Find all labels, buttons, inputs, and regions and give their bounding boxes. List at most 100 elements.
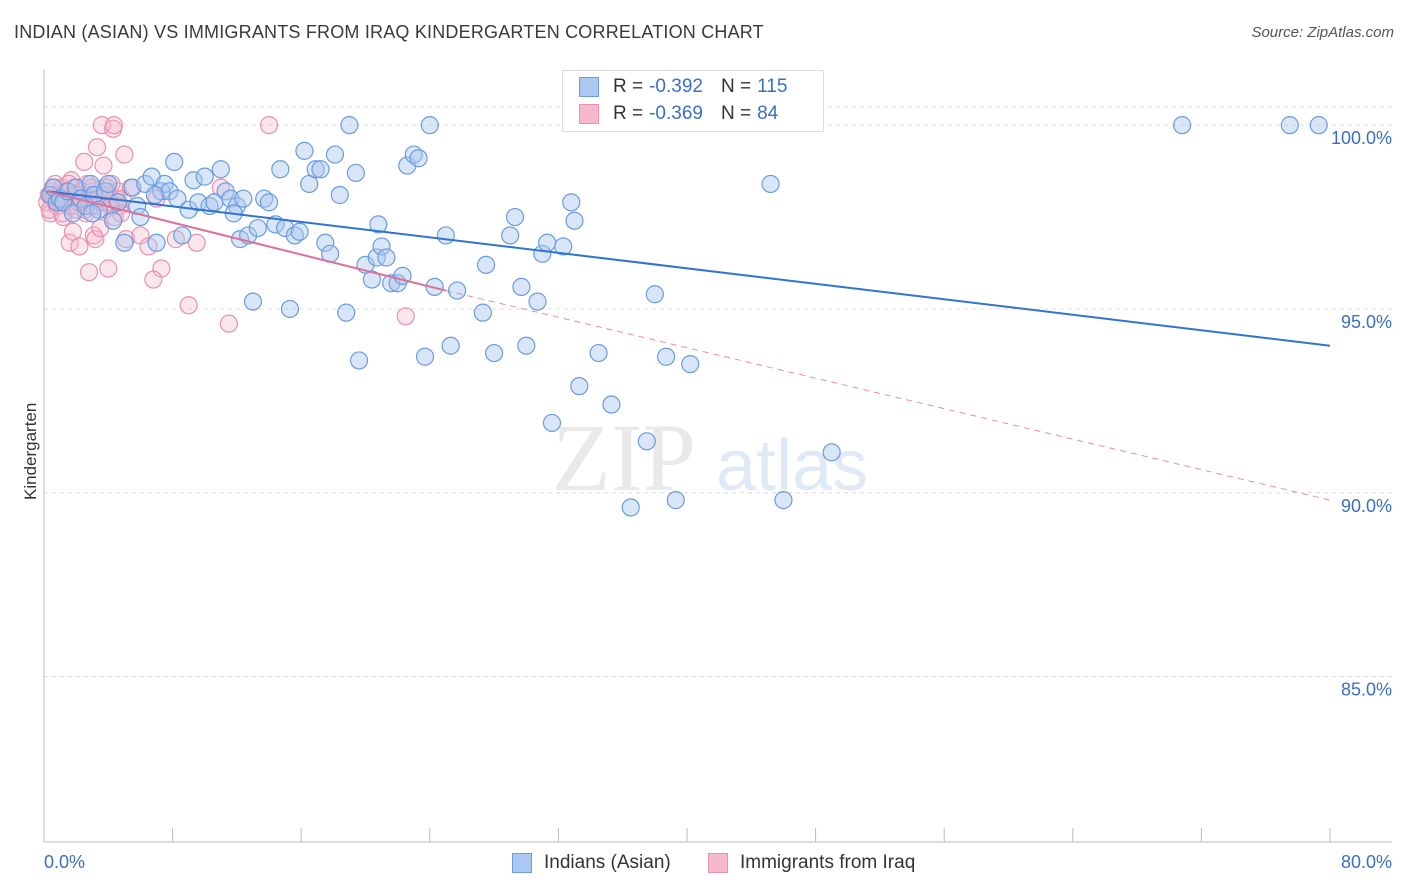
point-indian bbox=[367, 248, 386, 267]
point-indian bbox=[316, 233, 335, 252]
point-indian bbox=[570, 377, 589, 396]
point-indian bbox=[280, 299, 300, 319]
point-indian bbox=[81, 174, 100, 194]
point-indian bbox=[372, 237, 391, 256]
point-iraq bbox=[87, 138, 107, 157]
point-indian bbox=[259, 193, 279, 212]
point-iraq bbox=[187, 233, 206, 252]
point-indian bbox=[398, 156, 417, 175]
point-indian bbox=[346, 163, 365, 183]
point-indian bbox=[562, 193, 581, 212]
point-indian bbox=[441, 336, 460, 355]
correlation-legend: R = -0.392 N = 115 R = -0.369 N = 84 bbox=[562, 70, 824, 132]
legend-n-label: N = bbox=[720, 103, 752, 124]
watermark: ZIP atlas bbox=[552, 404, 868, 511]
point-indian bbox=[554, 237, 573, 256]
point-indian bbox=[512, 277, 531, 296]
x-tick-max: 80.0% bbox=[1340, 852, 1392, 872]
point-indian bbox=[565, 211, 584, 230]
point-indian bbox=[189, 193, 208, 212]
point-indian bbox=[83, 204, 102, 223]
point-indian bbox=[108, 193, 128, 212]
bottom-legend-indians: Indians (Asian) bbox=[512, 852, 671, 874]
legend-r-label: R = bbox=[613, 103, 644, 124]
point-indian bbox=[409, 149, 428, 168]
point-iraq bbox=[219, 314, 238, 333]
point-iraq bbox=[75, 152, 94, 172]
point-indian bbox=[349, 351, 369, 370]
point-indian bbox=[145, 185, 165, 205]
point-indian bbox=[538, 233, 557, 252]
point-iraq bbox=[99, 259, 118, 278]
point-indian bbox=[325, 145, 345, 164]
legend-n-value: 115 bbox=[757, 76, 788, 97]
point-indian bbox=[221, 189, 240, 208]
bottom-legend-swatch-blue bbox=[512, 853, 532, 873]
point-indian bbox=[67, 178, 86, 197]
point-indian bbox=[657, 347, 676, 366]
legend-n-value: 84 bbox=[757, 103, 779, 124]
legend-n-label: N = bbox=[720, 76, 752, 97]
point-indian bbox=[340, 116, 359, 135]
point-indian bbox=[637, 432, 656, 451]
point-indian bbox=[436, 226, 455, 245]
bottom-legend-label-iraq: Immigrants from Iraq bbox=[740, 852, 916, 873]
point-iraq bbox=[94, 156, 113, 175]
source-label: Source: ZipAtlas.com bbox=[1251, 24, 1394, 41]
point-indian bbox=[377, 248, 396, 267]
trend-line-iraq bbox=[46, 190, 447, 292]
point-indian bbox=[184, 171, 203, 190]
y-tick-labels: 85.0% 90.0% 95.0% 100.0% bbox=[1331, 128, 1392, 699]
legend-r-label: R = bbox=[613, 76, 644, 97]
point-indian bbox=[774, 491, 793, 510]
trend-line-indians bbox=[47, 190, 1331, 347]
point-indian bbox=[337, 303, 356, 322]
point-indian bbox=[621, 498, 640, 517]
point-iraq bbox=[144, 270, 163, 289]
point-indian bbox=[476, 255, 496, 274]
point-indian bbox=[271, 160, 290, 179]
point-indian bbox=[542, 413, 562, 433]
point-indian bbox=[1280, 116, 1299, 135]
point-iraq bbox=[396, 307, 415, 326]
point-indian bbox=[501, 226, 520, 245]
point-indian bbox=[211, 160, 230, 179]
point-iraq bbox=[60, 233, 79, 252]
point-indian bbox=[362, 270, 382, 289]
bottom-legend-iraq: Immigrants from Iraq bbox=[708, 852, 915, 874]
legend-row-indians: R = -0.392 N = 115 bbox=[579, 75, 787, 99]
point-indian bbox=[589, 343, 608, 363]
legend-row-iraq: R = -0.369 N = 84 bbox=[579, 102, 778, 126]
point-indian bbox=[173, 226, 192, 245]
point-indian bbox=[369, 215, 388, 234]
point-indian bbox=[681, 354, 700, 374]
point-indian bbox=[295, 141, 314, 160]
point-indian bbox=[473, 303, 492, 322]
watermark-zip: ZIP bbox=[552, 404, 696, 511]
point-indian bbox=[306, 160, 325, 179]
point-indian bbox=[485, 343, 504, 363]
watermark-atlas: atlas bbox=[716, 426, 868, 506]
point-indian bbox=[528, 292, 547, 311]
point-indian bbox=[195, 167, 214, 186]
point-iraq bbox=[104, 116, 124, 135]
y-tick-label: 85.0% bbox=[1341, 680, 1392, 700]
y-tick-label: 100.0% bbox=[1331, 128, 1392, 148]
point-indian bbox=[517, 336, 536, 355]
legend-r-value: -0.369 bbox=[649, 103, 703, 124]
x-tick-min: 0.0% bbox=[44, 852, 86, 872]
point-indian bbox=[1309, 116, 1328, 135]
point-indian bbox=[243, 292, 263, 311]
legend-swatch-blue bbox=[579, 77, 599, 97]
point-indian bbox=[115, 233, 134, 252]
point-indian bbox=[234, 189, 253, 208]
point-indian bbox=[1173, 116, 1192, 135]
point-iraq bbox=[70, 237, 89, 256]
y-tick-label: 95.0% bbox=[1341, 312, 1392, 332]
y-tick-label: 90.0% bbox=[1341, 496, 1392, 516]
point-indian bbox=[761, 174, 780, 194]
point-indian bbox=[290, 222, 309, 241]
point-indian bbox=[147, 233, 166, 252]
point-iraq bbox=[179, 296, 198, 315]
